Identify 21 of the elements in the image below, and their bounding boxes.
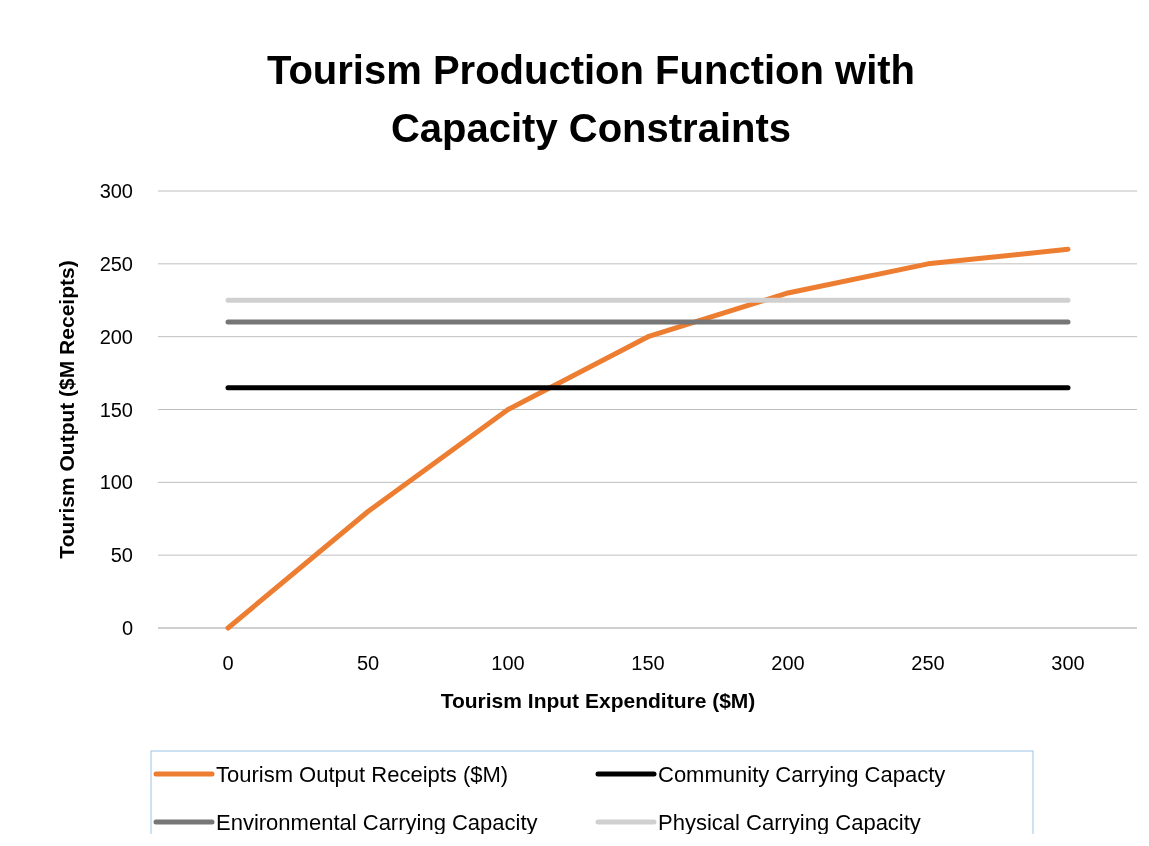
legend-label: Environmental Carrying Capacity <box>216 809 538 835</box>
chart-title: Tourism Production Function with Capacity Constraints <box>266 48 916 150</box>
x-tick-label: 100 <box>491 652 525 674</box>
y-axis-title: Tourism Output ($M Receipts) <box>55 260 78 559</box>
y-tick-label: 300 <box>99 180 133 202</box>
y-tick-label: 250 <box>99 252 133 275</box>
y-tick-label: 0 <box>121 617 133 639</box>
y-tick-label: 50 <box>110 544 133 567</box>
x-tick-label: 300 <box>1051 652 1085 674</box>
legend-label: Physical Carrying Capacity <box>658 809 921 835</box>
x-tick-label: 150 <box>631 652 665 674</box>
y-tick-label: 150 <box>99 398 133 421</box>
legend-label: Community Carrying Capacty <box>658 761 946 787</box>
x-axis-title: Tourism Input Expenditure ($M) <box>440 689 756 712</box>
x-tick-label: 0 <box>222 652 234 674</box>
x-tick-label: 200 <box>771 652 805 674</box>
x-tick-label: 250 <box>911 652 945 674</box>
x-tick-label: 50 <box>356 652 380 674</box>
y-tick-label: 200 <box>99 325 133 348</box>
y-tick-label: 100 <box>99 471 133 494</box>
legend-label: Tourism Output Receipts ($M) <box>216 761 509 787</box>
